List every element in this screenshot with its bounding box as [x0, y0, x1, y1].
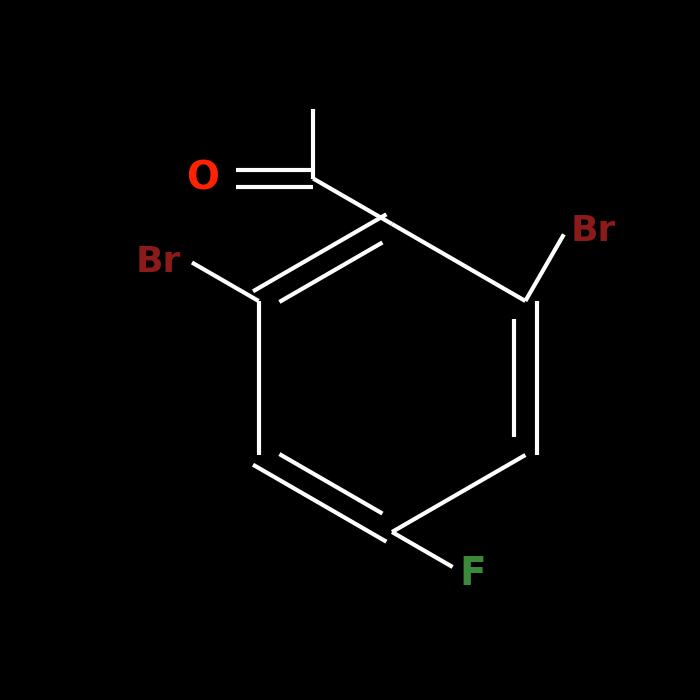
Text: Br: Br — [571, 214, 616, 248]
Text: F: F — [460, 555, 486, 593]
Text: Br: Br — [136, 246, 181, 279]
Text: O: O — [186, 160, 218, 197]
